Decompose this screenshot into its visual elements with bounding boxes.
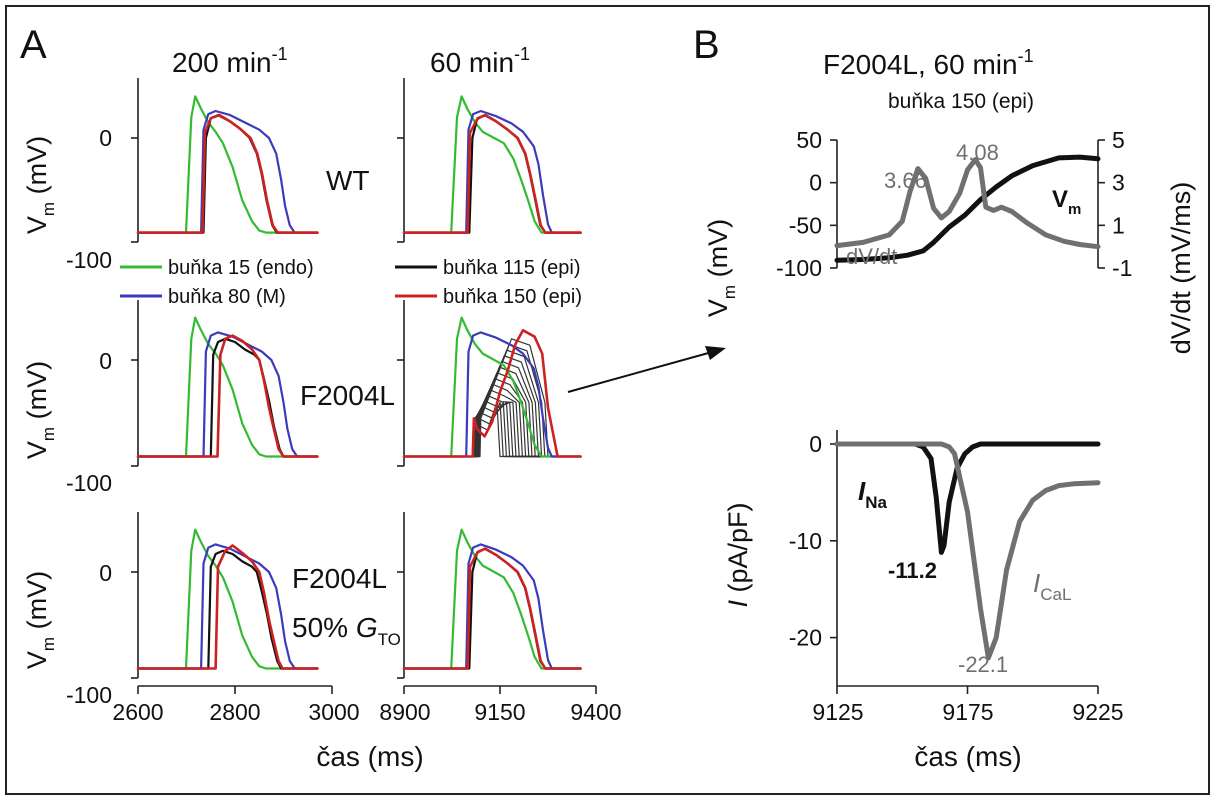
- panel-b-subtitle: buňka 150 (epi): [888, 90, 1034, 113]
- trace-cell-15: [402, 528, 582, 670]
- panel-b-xlabel: čas (ms): [914, 741, 1021, 772]
- b-top-left-ticklabel: -50: [789, 212, 822, 238]
- xtick-2800: 2800: [209, 699, 260, 725]
- xtick-2600: 2600: [112, 699, 163, 725]
- dvdt-curve: [834, 157, 1101, 250]
- label-ina: INa: [858, 476, 888, 512]
- label-vm: Vm: [1052, 186, 1081, 218]
- legend-label-1: buňka 15 (endo): [168, 257, 314, 279]
- row2-ytick-0: 0: [99, 348, 112, 374]
- b-xtick-9175: 9175: [942, 699, 993, 725]
- trace-cell-80: [136, 543, 319, 670]
- row3-ytick-0: 0: [99, 560, 112, 586]
- ical-curve: [834, 441, 1101, 661]
- trace-cell-15: [136, 528, 319, 670]
- legend-label-4: buňka 150 (epi): [443, 286, 582, 308]
- row1-ytick-0: 0: [99, 125, 112, 151]
- label-ical: ICaL: [1033, 568, 1071, 604]
- b-top-left-ticklabel: 50: [796, 127, 822, 153]
- svg-text:I (pA/pF): I (pA/pF): [723, 502, 753, 607]
- label-dvdt: dV/dt: [846, 244, 897, 269]
- row3-label-line1: F2004L: [292, 563, 387, 594]
- svg-text:Vm (mV): Vm (mV): [22, 571, 58, 669]
- col2-title: 60 min-1: [430, 44, 530, 78]
- row3-ylabel: Vm (mV): [22, 571, 58, 669]
- row1-ytick-m100: -100: [66, 247, 112, 273]
- b-xtick-9225: 9225: [1072, 699, 1123, 725]
- trace-cell-15: [136, 95, 319, 234]
- row1-label: WT: [326, 165, 370, 196]
- trace-cell-150: [402, 547, 582, 670]
- annotation-22-1: -22.1: [958, 652, 1008, 677]
- svg-text:Vm (mV): Vm (mV): [22, 361, 58, 459]
- xtick-3000: 3000: [308, 699, 359, 725]
- legend-label-3: buňka 115 (epi): [443, 257, 581, 279]
- b-top-left-ticklabel: 0: [809, 170, 822, 196]
- row2-ylabel: Vm (mV): [22, 361, 58, 459]
- row3-label-line2: 50% GTO: [292, 612, 401, 649]
- b-top-right-ticklabel: -1: [1112, 255, 1132, 281]
- ina-curve: [834, 441, 1101, 555]
- panel-b-top-ylabel: Vm (mV): [703, 219, 739, 317]
- panel-b-bottom-axes: [836, 430, 1099, 694]
- annotation-3-66: 3.66: [884, 168, 927, 193]
- panel-b-top-left-ticks: 50 0 -50 -100: [776, 127, 837, 281]
- b-top-right-ticklabel: 1: [1112, 212, 1125, 238]
- arrow: [567, 346, 726, 393]
- b-top-left-ticklabel: -100: [776, 255, 822, 281]
- panel-a-xaxes: [137, 685, 597, 694]
- annotation-11-2: -11.2: [888, 558, 937, 583]
- row3-ytick-m100: -100: [66, 682, 112, 708]
- svg-text:dV/dt (mV/ms): dV/dt (mV/ms): [1166, 182, 1196, 355]
- annotation-4-08: 4.08: [956, 140, 999, 165]
- trace-cell-150: [136, 544, 319, 670]
- svg-text:Vm (mV): Vm (mV): [22, 136, 58, 234]
- trace-cell-15: [136, 316, 319, 458]
- trace-cell-150: [402, 329, 582, 458]
- panel-b-bottom-ylabel: I (pA/pF): [723, 502, 753, 607]
- trace-cell-80: [136, 331, 319, 458]
- b-top-right-ticklabel: 5: [1112, 127, 1125, 153]
- row2-label: F2004L: [300, 380, 395, 411]
- row1-ylabel: Vm (mV): [22, 136, 58, 234]
- trace-cell-80: [402, 331, 582, 458]
- b-xtick-9125: 9125: [812, 699, 863, 725]
- panel-b-plots: [834, 154, 1101, 661]
- trace-cell-80: [402, 109, 582, 234]
- xtick-9150: 9150: [474, 699, 525, 725]
- trace-cell-15: [402, 95, 582, 234]
- vm-curve: [834, 154, 1101, 263]
- panel-b-top-right-ticks: 5 3 1 -1: [1098, 127, 1132, 281]
- b-bottom-ticklabel: -10: [789, 528, 822, 554]
- panel-b-letter: B: [693, 23, 720, 67]
- trace-cell-80: [136, 109, 319, 234]
- svg-text:Vm (mV): Vm (mV): [703, 219, 739, 317]
- panel-a-plots: [131, 78, 582, 679]
- xtick-9400: 9400: [570, 699, 621, 725]
- row2-ytick-m100: -100: [66, 470, 112, 496]
- legend: buňka 15 (endo) buňka 80 (M) buňka 115 (…: [120, 257, 582, 308]
- col1-title: 200 min-1: [172, 44, 288, 78]
- xtick-8900: 8900: [379, 699, 430, 725]
- figure-border: [5, 5, 1210, 795]
- panel-a-letter: A: [20, 23, 47, 67]
- panel-b-bottom-ticks: 0 -10 -20: [789, 431, 837, 651]
- panel-b-title: F2004L, 60 min-1: [823, 46, 1034, 80]
- panel-a-xlabel: čas (ms): [316, 741, 423, 772]
- trace-cell-150: [136, 334, 319, 458]
- trace-cell-150: [136, 113, 319, 234]
- b-top-right-ticklabel: 3: [1112, 170, 1125, 196]
- trace-cell-80: [402, 543, 582, 670]
- trace-cell-115: [136, 549, 319, 670]
- legend-label-2: buňka 80 (M): [168, 286, 286, 308]
- trace-cell-15: [402, 316, 582, 458]
- b-bottom-ticklabel: 0: [809, 431, 822, 457]
- b-bottom-ticklabel: -20: [789, 625, 822, 651]
- trace-cell-150: [402, 113, 582, 234]
- panel-b-top-right-ylabel: dV/dt (mV/ms): [1166, 182, 1196, 355]
